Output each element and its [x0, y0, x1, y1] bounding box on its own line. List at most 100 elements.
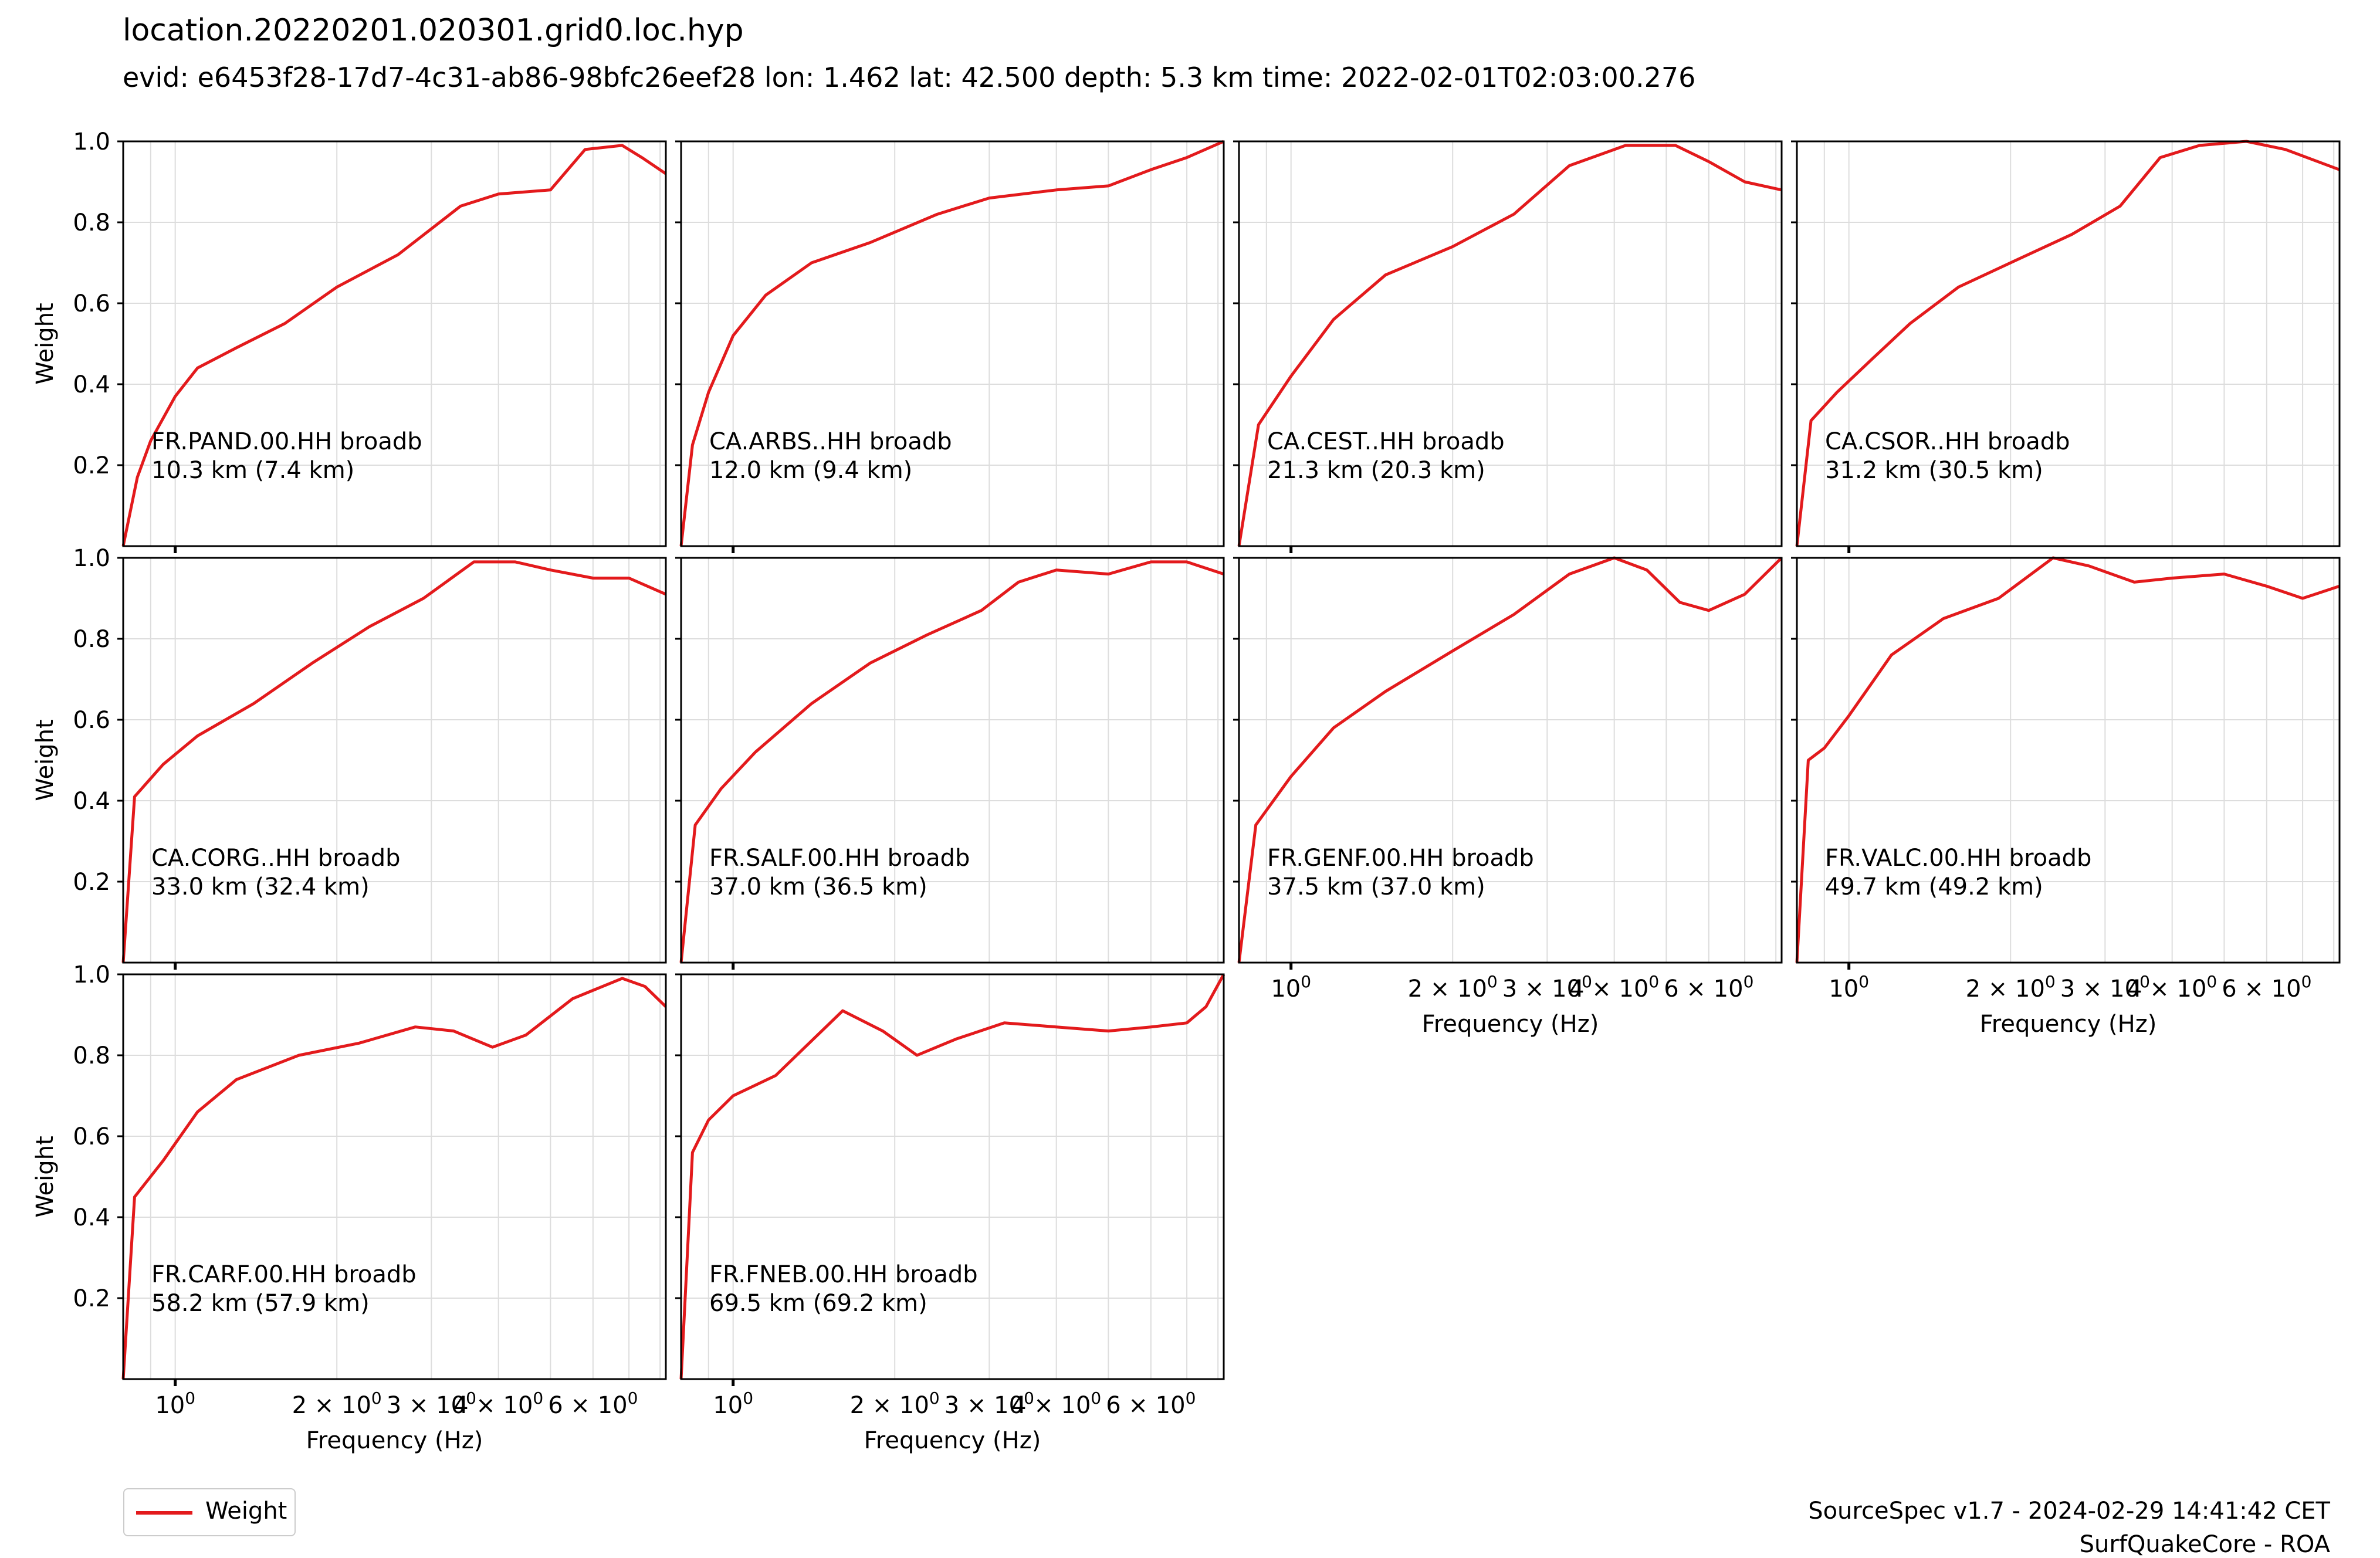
station-distance: 49.7 km (49.2 km)	[1825, 873, 2043, 900]
y-tick-label: 0.8	[73, 209, 110, 236]
x-tick-label: 3 × 100	[2060, 972, 2150, 1002]
weight-curve	[121, 977, 667, 1380]
x-tick-label: 4 × 100	[2127, 972, 2217, 1002]
station-label: CA.CORG..HH broadb	[151, 845, 401, 872]
station-label: FR.GENF.00.HH broadb	[1267, 845, 1534, 872]
x-tick-label: 4 × 100	[453, 1388, 543, 1419]
credit-line-2: SurfQuakeCore - ROA	[2079, 1531, 2330, 1558]
station-label: FR.CARF.00.HH broadb	[151, 1261, 417, 1288]
legend: Weight	[123, 1488, 296, 1536]
y-tick-label: 0.2	[73, 452, 110, 479]
station-label: CA.CEST..HH broadb	[1267, 428, 1505, 455]
station-distance: 31.2 km (30.5 km)	[1825, 457, 2043, 484]
station-distance: 12.0 km (9.4 km)	[709, 457, 912, 484]
y-tick-label: 0.6	[73, 1123, 110, 1150]
legend-label: Weight	[205, 1498, 287, 1525]
weight-curve	[1237, 144, 1782, 547]
station-distance: 58.2 km (57.9 km)	[151, 1290, 370, 1317]
y-tick-label: 0.8	[73, 1042, 110, 1069]
weight-curve	[121, 144, 667, 547]
x-axis-label: Frequency (Hz)	[306, 1427, 483, 1454]
x-tick-label: 2 × 100	[1966, 972, 2056, 1002]
x-tick-label: 2 × 100	[1408, 972, 1498, 1002]
x-tick-label: 6 × 100	[1664, 972, 1753, 1002]
y-axis-label: Weight	[32, 303, 59, 384]
station-label: CA.CSOR..HH broadb	[1825, 428, 2070, 455]
axes-frame	[680, 973, 1225, 1380]
station-distance: 21.3 km (20.3 km)	[1267, 457, 1485, 484]
y-tick-label: 1.0	[73, 128, 110, 155]
axes-frame	[1796, 140, 2341, 547]
x-tick-label: 100	[1829, 972, 1869, 1002]
axes-frame	[122, 140, 667, 547]
axes-frame	[1238, 140, 1783, 547]
y-tick-label: 1.0	[73, 961, 110, 988]
x-axis-label: Frequency (Hz)	[864, 1427, 1041, 1454]
x-tick-label: 6 × 100	[548, 1388, 638, 1419]
x-tick-label: 100	[713, 1388, 753, 1419]
x-tick-label: 2 × 100	[850, 1388, 940, 1419]
x-tick-label: 4 × 100	[1569, 972, 1659, 1002]
y-axis-label: Weight	[32, 719, 59, 801]
weight-curve	[1795, 140, 2340, 547]
y-axis-label: Weight	[32, 1136, 59, 1217]
axes-frame	[1238, 557, 1783, 964]
subplot-9: 0.2 0.4 0.6 0.8 1.0 Weight 100 2 × 100 3 × 1004 …	[32, 961, 667, 1454]
figure-title: location.20220201.020301.grid0.loc.hyp	[123, 13, 744, 48]
station-label: FR.VALC.00.HH broadb	[1825, 845, 2091, 872]
station-label: FR.FNEB.00.HH broadb	[709, 1261, 978, 1288]
x-tick-label: 100	[1271, 972, 1311, 1002]
x-tick-label: 3 × 100	[1502, 972, 1592, 1002]
x-tick-label: 6 × 100	[2222, 972, 2311, 1002]
figure-subtitle: evid: e6453f28-17d7-4c31-ab86-98bfc26eef…	[123, 62, 1696, 93]
y-tick-label: 0.4	[73, 1204, 110, 1231]
y-tick-label: 0.2	[73, 869, 110, 896]
y-tick-label: 0.8	[73, 626, 110, 653]
axes-frame	[680, 557, 1225, 964]
weight-curve	[679, 140, 1225, 547]
x-axis-label: Frequency (Hz)	[1422, 1011, 1599, 1038]
x-tick-label: 100	[155, 1388, 195, 1419]
y-tick-label: 0.6	[73, 290, 110, 317]
station-distance: 33.0 km (32.4 km)	[151, 873, 370, 900]
y-tick-label: 0.2	[73, 1285, 110, 1312]
axes-frame	[122, 557, 667, 964]
weight-curve	[1237, 556, 1783, 963]
y-tick-label: 0.6	[73, 707, 110, 734]
station-label: FR.PAND.00.HH broadb	[151, 428, 422, 455]
station-distance: 10.3 km (7.4 km)	[151, 457, 354, 484]
station-label: FR.SALF.00.HH broadb	[709, 845, 970, 872]
subplot-1: 0.2 0.4 0.6 0.8 1.0 Weight FR.PAND.00.HH broad…	[32, 128, 667, 553]
subplot-5: 0.2 0.4 0.6 0.8 1.0 Weight CA.CORG..HH broadb3…	[32, 545, 667, 970]
weight-curve	[679, 560, 1224, 963]
x-tick-label: 3 × 100	[387, 1388, 476, 1419]
axes-frame	[680, 140, 1225, 547]
x-tick-label: 6 × 100	[1106, 1388, 1196, 1419]
credit-line-1: SourceSpec v1.7 - 2024-02-29 14:41:42 CE…	[1808, 1498, 2330, 1525]
station-distance: 69.5 km (69.2 km)	[709, 1290, 927, 1317]
weight-curve	[679, 973, 1225, 1380]
weight-curve	[1795, 556, 2340, 963]
legend-line-swatch	[136, 1511, 192, 1515]
y-tick-label: 0.4	[73, 788, 110, 815]
x-tick-label: 2 × 100	[292, 1388, 382, 1419]
x-tick-label: 4 × 100	[1011, 1388, 1101, 1419]
x-tick-label: 3 × 100	[944, 1388, 1034, 1419]
y-tick-label: 0.4	[73, 371, 110, 398]
weight-curve	[121, 560, 667, 963]
axes-frame	[122, 973, 667, 1380]
station-distance: 37.0 km (36.5 km)	[709, 873, 927, 900]
x-axis-label: Frequency (Hz)	[1980, 1011, 2157, 1038]
station-label: CA.ARBS..HH broadb	[709, 428, 952, 455]
station-distance: 37.5 km (37.0 km)	[1267, 873, 1485, 900]
y-tick-label: 1.0	[73, 545, 110, 572]
